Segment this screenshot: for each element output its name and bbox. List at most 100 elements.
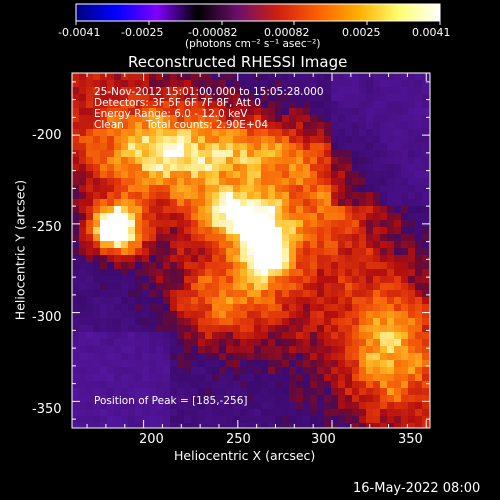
image-pixel (156, 101, 163, 108)
image-pixel (254, 227, 261, 234)
image-pixel (233, 346, 240, 353)
image-pixel (289, 332, 296, 339)
image-pixel (121, 143, 128, 150)
image-pixel (415, 241, 422, 248)
image-pixel (226, 332, 233, 339)
image-pixel (86, 171, 93, 178)
image-pixel (401, 171, 408, 178)
image-pixel (128, 185, 135, 192)
image-pixel (226, 416, 233, 423)
image-pixel (170, 304, 177, 311)
image-pixel (415, 416, 422, 423)
image-pixel (373, 164, 380, 171)
image-pixel (408, 395, 415, 402)
image-pixel (268, 332, 275, 339)
image-pixel (345, 241, 352, 248)
image-pixel (219, 423, 226, 428)
image-pixel (359, 297, 366, 304)
image-pixel (128, 73, 135, 80)
image-pixel (261, 388, 268, 395)
image-pixel (352, 402, 359, 409)
image-pixel (142, 227, 149, 234)
image-pixel (282, 248, 289, 255)
image-pixel (373, 423, 380, 428)
image-pixel (408, 101, 415, 108)
image-pixel (72, 80, 79, 87)
image-pixel (380, 115, 387, 122)
image-pixel (254, 353, 261, 360)
image-pixel (205, 255, 212, 262)
image-pixel (163, 332, 170, 339)
image-pixel (184, 395, 191, 402)
image-pixel (142, 122, 149, 129)
image-pixel (93, 115, 100, 122)
image-pixel (107, 367, 114, 374)
image-pixel (317, 108, 324, 115)
image-pixel (142, 241, 149, 248)
image-pixel (191, 73, 198, 80)
image-pixel (128, 157, 135, 164)
image-pixel (149, 409, 156, 416)
image-pixel (401, 262, 408, 269)
image-pixel (268, 374, 275, 381)
image-pixel (289, 199, 296, 206)
image-pixel (79, 367, 86, 374)
image-pixel (212, 255, 219, 262)
image-pixel (219, 206, 226, 213)
image-pixel (198, 255, 205, 262)
image-pixel (100, 374, 107, 381)
image-pixel (177, 374, 184, 381)
image-pixel (275, 388, 282, 395)
image-pixel (240, 234, 247, 241)
image-pixel (296, 101, 303, 108)
image-pixel (310, 339, 317, 346)
image-pixel (261, 220, 268, 227)
image-pixel (233, 416, 240, 423)
image-pixel (128, 416, 135, 423)
image-pixel (352, 283, 359, 290)
image-pixel (366, 108, 373, 115)
image-pixel (128, 276, 135, 283)
image-pixel (100, 255, 107, 262)
image-pixel (366, 311, 373, 318)
image-pixel (72, 157, 79, 164)
image-pixel (296, 185, 303, 192)
image-pixel (254, 283, 261, 290)
image-pixel (163, 325, 170, 332)
image-pixel (205, 101, 212, 108)
image-pixel (142, 101, 149, 108)
image-pixel (331, 94, 338, 101)
image-pixel (394, 220, 401, 227)
image-pixel (415, 171, 422, 178)
image-pixel (387, 108, 394, 115)
image-pixel (107, 220, 114, 227)
image-pixel (366, 416, 373, 423)
image-pixel (408, 192, 415, 199)
image-pixel (366, 143, 373, 150)
image-pixel (324, 143, 331, 150)
image-pixel (163, 269, 170, 276)
image-pixel (226, 199, 233, 206)
image-pixel (366, 283, 373, 290)
image-pixel (254, 199, 261, 206)
image-pixel (373, 136, 380, 143)
image-pixel (198, 108, 205, 115)
image-pixel (121, 206, 128, 213)
image-pixel (212, 283, 219, 290)
image-pixel (135, 276, 142, 283)
image-pixel (233, 157, 240, 164)
image-pixel (345, 101, 352, 108)
image-pixel (345, 80, 352, 87)
image-pixel (338, 206, 345, 213)
image-pixel (415, 129, 422, 136)
image-pixel (387, 171, 394, 178)
image-pixel (352, 248, 359, 255)
image-pixel (184, 122, 191, 129)
image-pixel (240, 297, 247, 304)
image-pixel (121, 283, 128, 290)
image-pixel (394, 157, 401, 164)
image-pixel (415, 297, 422, 304)
image-pixel (177, 318, 184, 325)
image-pixel (149, 115, 156, 122)
image-pixel (310, 171, 317, 178)
